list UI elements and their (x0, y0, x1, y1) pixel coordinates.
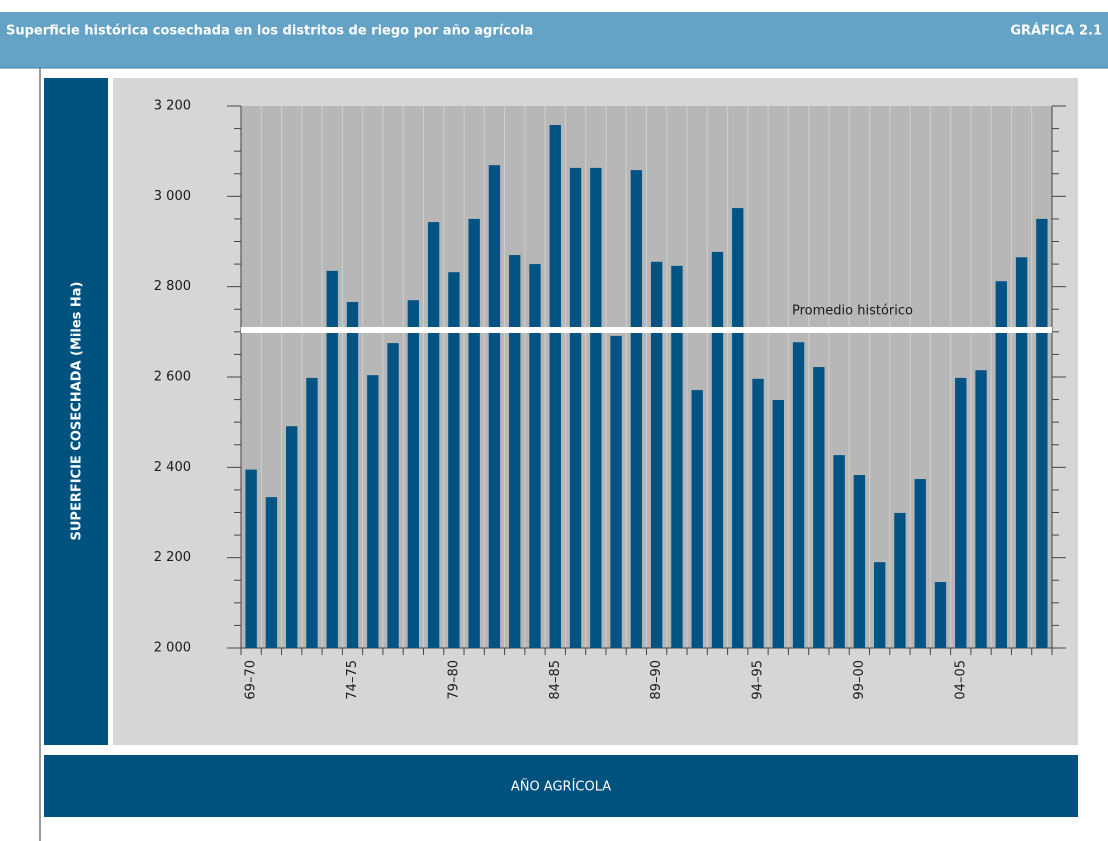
y-tick-label: 2 400 (154, 460, 191, 475)
bar (934, 582, 947, 648)
bar (529, 264, 541, 648)
bar (346, 302, 359, 648)
bar (265, 497, 278, 648)
bar (995, 281, 1007, 648)
x-tick-label: 89–90 (649, 660, 664, 700)
bar (488, 165, 501, 648)
bar (549, 124, 561, 649)
bar (691, 390, 703, 648)
header-bar (0, 12, 1108, 68)
x-tick-label: 04–05 (953, 660, 968, 700)
x-tick-label: 84–85 (548, 660, 563, 700)
y-tick-label: 3 000 (154, 189, 191, 204)
bar (630, 170, 643, 649)
bar (813, 367, 825, 648)
x-tick-label: 69–70 (244, 660, 259, 700)
x-tick-label: 74–75 (345, 660, 360, 700)
bar (711, 251, 724, 648)
bar (590, 167, 602, 648)
bar (326, 270, 338, 648)
bar (367, 375, 379, 648)
bar (792, 342, 805, 648)
reference-label: Promedio histórico (792, 304, 913, 319)
bar (772, 400, 784, 648)
y-tick-label: 2 000 (154, 641, 191, 656)
bar (955, 377, 967, 648)
bar (306, 377, 318, 648)
bar (752, 378, 764, 648)
bar (468, 218, 480, 648)
x-axis-label: AÑO AGRÍCOLA (511, 779, 611, 795)
bar (245, 469, 257, 648)
y-tick-label: 2 800 (154, 279, 191, 294)
bar (610, 335, 622, 648)
chart-title: Superficie histórica cosechada en los di… (6, 24, 533, 39)
x-tick-label: 94–95 (751, 660, 766, 700)
x-tick-label: 99–00 (852, 660, 867, 700)
y-axis-label: SUPERFICIE COSECHADA (Miles Ha) (70, 282, 85, 541)
y-tick-label: 2 600 (154, 370, 191, 385)
bar (286, 426, 298, 648)
bar (407, 300, 420, 648)
y-tick-label: 3 200 (154, 99, 191, 114)
bar (387, 343, 399, 648)
bar (873, 562, 886, 648)
bar (833, 455, 845, 648)
bar (732, 208, 744, 648)
y-label-panel (44, 78, 108, 745)
x-tick-label: 79–80 (446, 660, 461, 700)
figure-label: GRÁFICA 2.1 (1010, 23, 1102, 39)
bar (1015, 257, 1028, 648)
x-label-panel (44, 755, 1078, 817)
bar (569, 167, 582, 648)
bar (914, 479, 926, 648)
bar (427, 222, 440, 648)
bar (975, 370, 987, 648)
bar (509, 255, 521, 649)
bar (671, 265, 683, 648)
bar (448, 272, 460, 648)
bar (894, 512, 906, 648)
bar (650, 261, 663, 648)
bar (1036, 218, 1048, 648)
y-tick-label: 2 200 (154, 550, 191, 565)
bar (853, 475, 866, 648)
